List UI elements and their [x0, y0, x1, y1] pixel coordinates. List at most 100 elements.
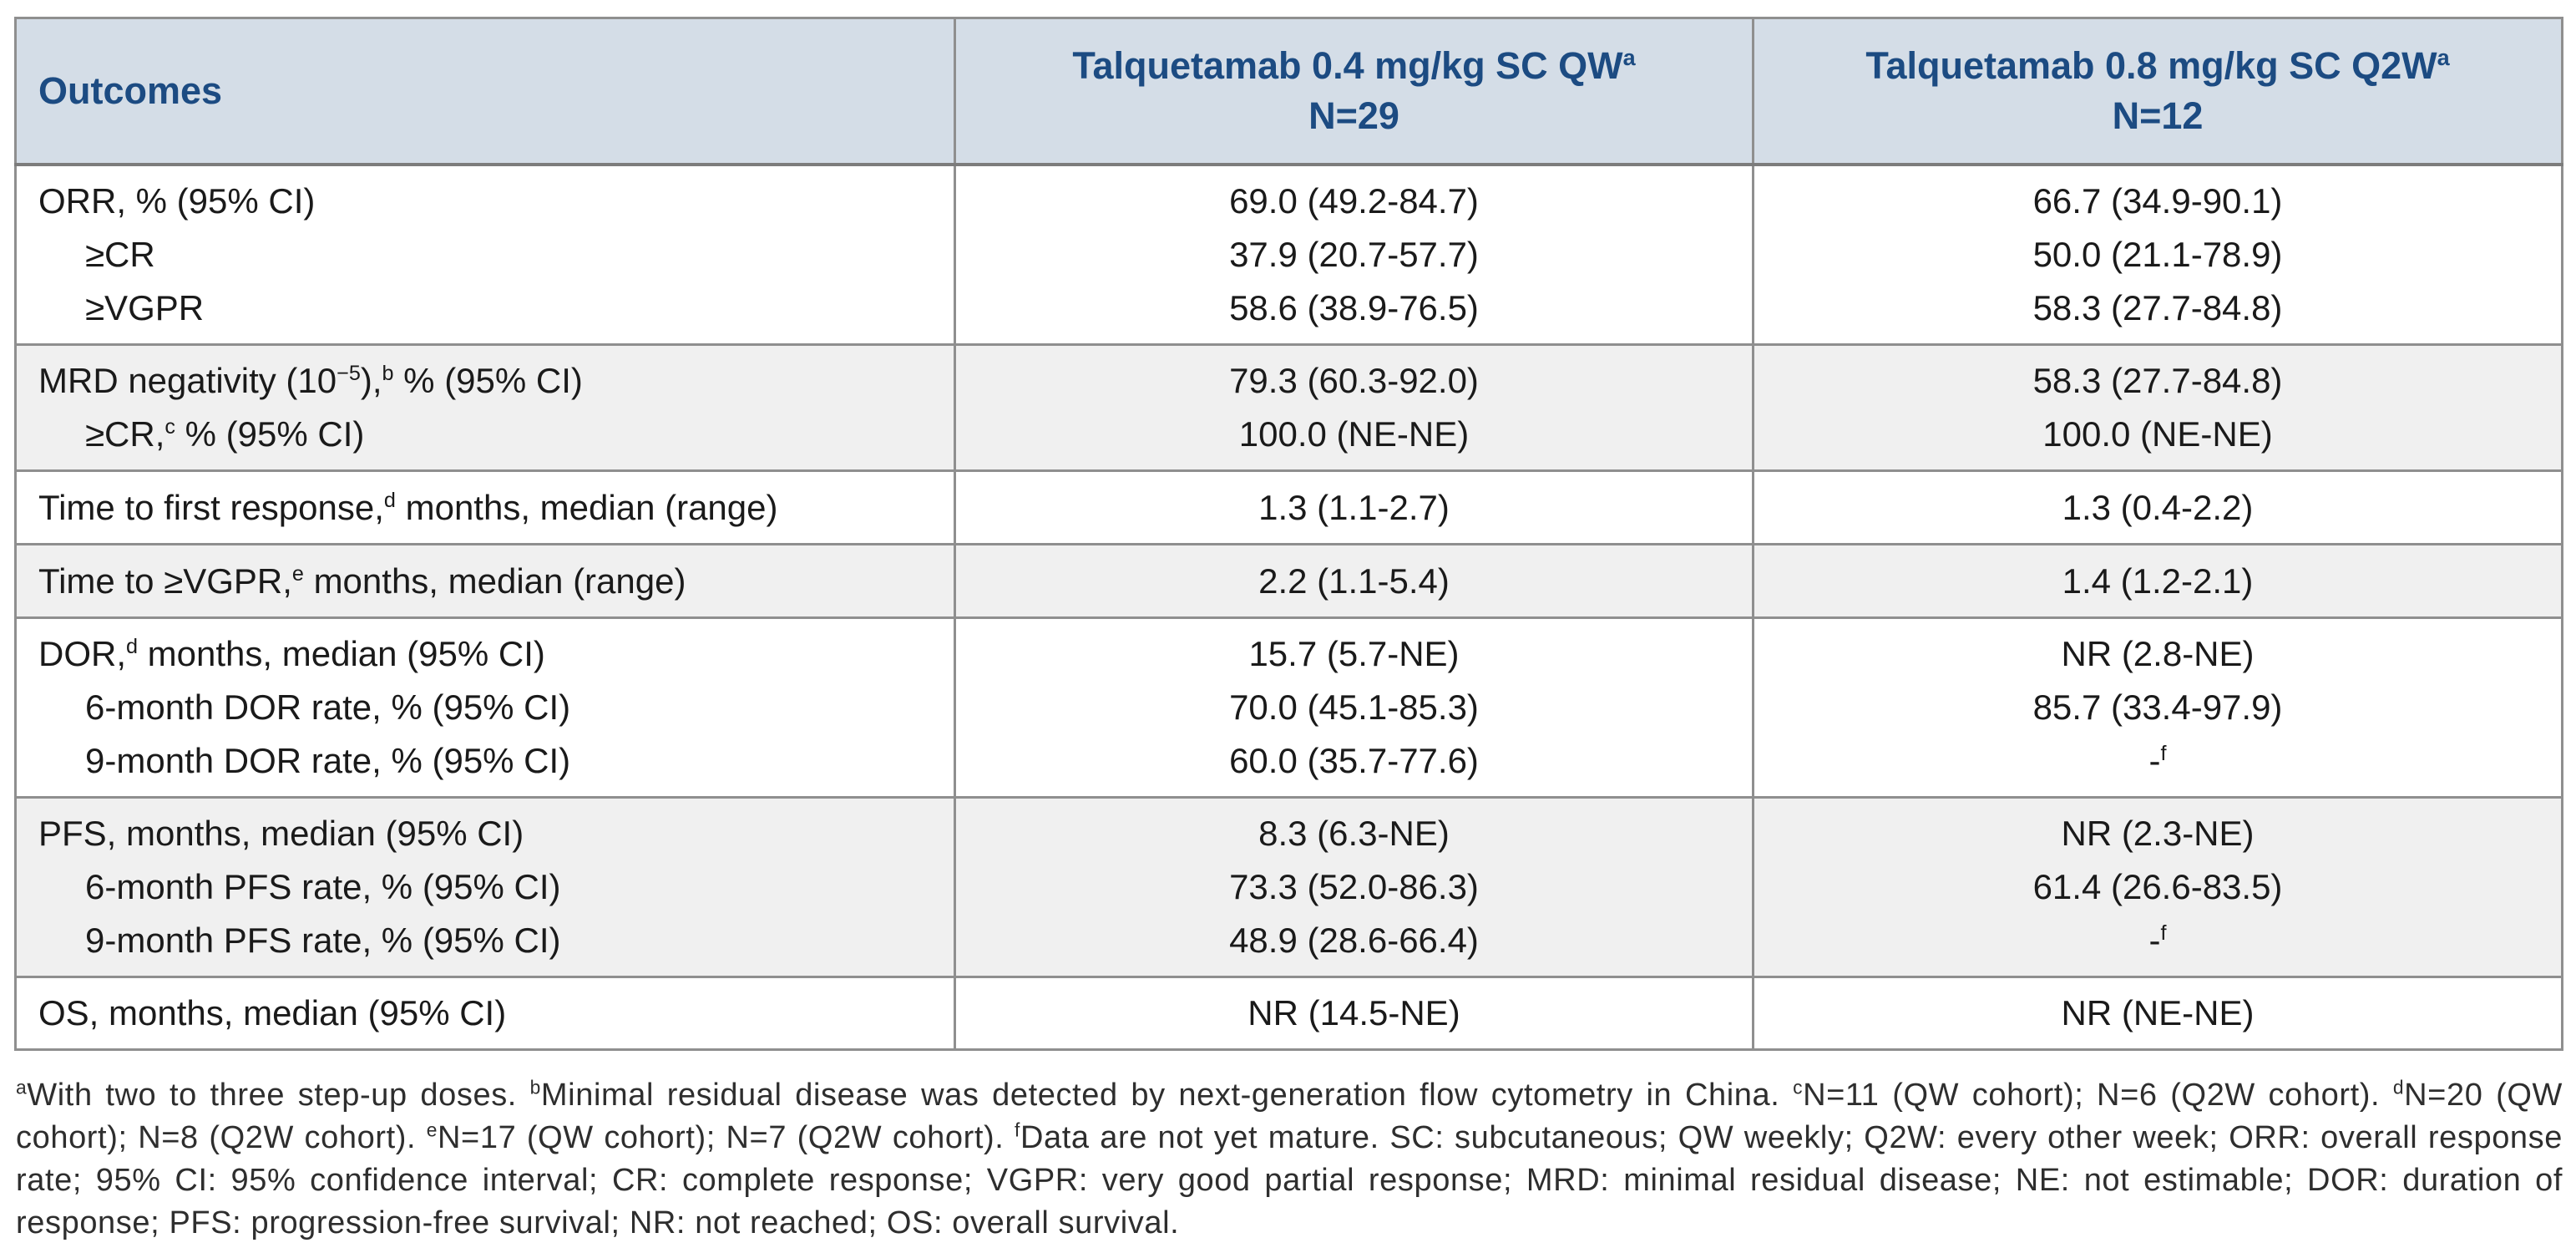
row-label-line: 6-month DOR rate, % (95% CI) [38, 681, 934, 734]
cell-value: 37.9 (20.7-57.7) [976, 228, 1732, 282]
value-text: 1.3 (0.4-2.2) [2062, 487, 2254, 527]
row-label-line: ≥CR [38, 228, 934, 282]
label-text: 9-month DOR rate, % (95% CI) [85, 741, 571, 780]
row-label-line: 9-month DOR rate, % (95% CI) [38, 734, 934, 788]
value-text: - [2148, 921, 2161, 960]
footnote-marker-e: e [426, 1119, 438, 1141]
cell-value: 1.3 (1.1-2.7) [976, 481, 1732, 535]
footnote-text: N=20 (QW cohort); N=8 (Q2W cohort). [16, 1078, 2563, 1155]
cell-value: 61.4 (26.6-83.5) [1774, 860, 2541, 914]
label-text: months, median (range) [395, 487, 778, 527]
ttfr-q2w-cell: 1.3 (0.4-2.2) [1752, 469, 2563, 545]
ttvgpr-label-cell: Time to ≥VGPR,e months, median (range) [14, 543, 956, 619]
footnote-marker-b: b [529, 1076, 541, 1098]
cell-value: -f [1774, 734, 2541, 788]
footnote-marker-c: c [164, 415, 175, 439]
row-label-line: PFS, months, median (95% CI) [38, 807, 934, 860]
footnote-text: N=17 (QW cohort); N=7 (Q2W cohort). [438, 1120, 1015, 1155]
label-text: Time to ≥VGPR, [38, 561, 292, 601]
row-label-line: ≥VGPR [38, 282, 934, 335]
cell-value: 1.3 (0.4-2.2) [1774, 481, 2541, 535]
cell-value: 79.3 (60.3-92.0) [976, 354, 1732, 408]
table-row-pfs: PFS, months, median (95% CI) 6-month PFS… [14, 796, 2563, 978]
value-text: - [2148, 741, 2161, 780]
label-text: ), [360, 361, 382, 400]
label-text: months, median (95% CI) [138, 634, 545, 673]
footnote-marker-d: d [2392, 1076, 2405, 1098]
q2w-header-text: Talquetamab 0.8 mg/kg SC Q2W [1865, 44, 2437, 87]
dor-label-cell: DOR,d months, median (95% CI) 6-month DO… [14, 616, 956, 799]
row-label-line: Time to first response,d months, median … [38, 481, 934, 535]
value-text: 50.0 (21.1-78.9) [2032, 235, 2283, 274]
row-label-line: MRD negativity (10−5),b % (95% CI) [38, 354, 934, 408]
footnote-marker-b: b [382, 362, 394, 385]
label-text: DOR, [38, 634, 126, 673]
row-label-line: ORR, % (95% CI) [38, 175, 934, 228]
dor-qw-cell: 15.7 (5.7-NE) 70.0 (45.1-85.3) 60.0 (35.… [954, 616, 1754, 799]
table-row-dor: DOR,d months, median (95% CI) 6-month DO… [14, 616, 2563, 799]
label-text: ≥CR, [85, 414, 165, 454]
value-text: 61.4 (26.6-83.5) [2032, 867, 2283, 906]
cell-value: 15.7 (5.7-NE) [976, 627, 1732, 681]
mrd-q2w-cell: 58.3 (27.7-84.8) 100.0 (NE-NE) [1752, 343, 2563, 472]
outcomes-table: Outcomes Talquetamab 0.4 mg/kg SC QWa N=… [14, 17, 2563, 1051]
label-text: OS, months, median (95% CI) [38, 993, 507, 1032]
label-text: % (95% CI) [393, 361, 583, 400]
row-label-line: 9-month PFS rate, % (95% CI) [38, 914, 934, 967]
value-text: 100.0 (NE-NE) [2042, 414, 2273, 454]
value-text: 15.7 (5.7-NE) [1248, 634, 1460, 673]
cell-value: 100.0 (NE-NE) [1774, 408, 2541, 461]
os-qw-cell: NR (14.5-NE) [954, 976, 1754, 1051]
value-text: 79.3 (60.3-92.0) [1229, 361, 1479, 400]
mrd-label-cell: MRD negativity (10−5),b % (95% CI) ≥CR,c… [14, 343, 956, 472]
cell-value: 58.6 (38.9-76.5) [976, 282, 1732, 335]
cell-value: 48.9 (28.6-66.4) [976, 914, 1732, 967]
footnote-marker-f: f [2160, 742, 2167, 765]
value-text: 48.9 (28.6-66.4) [1229, 921, 1479, 960]
cell-value: 58.3 (27.7-84.8) [1774, 282, 2541, 335]
os-q2w-cell: NR (NE-NE) [1752, 976, 2563, 1051]
label-text: 6-month DOR rate, % (95% CI) [85, 687, 571, 727]
table-row-mrd: MRD negativity (10−5),b % (95% CI) ≥CR,c… [14, 343, 2563, 472]
footnote-marker-a: a [2437, 45, 2450, 70]
pfs-q2w-cell: NR (2.3-NE) 61.4 (26.6-83.5) -f [1752, 796, 2563, 978]
value-text: 73.3 (52.0-86.3) [1229, 867, 1479, 906]
row-label-line: DOR,d months, median (95% CI) [38, 627, 934, 681]
value-text: 85.7 (33.4-97.9) [2032, 687, 2283, 727]
outcomes-header-label: Outcomes [38, 69, 223, 112]
ttvgpr-qw-cell: 2.2 (1.1-5.4) [954, 543, 1754, 619]
cell-value: -f [1774, 914, 2541, 967]
footnote-marker-a: a [16, 1076, 28, 1098]
label-text: ≥CR [85, 235, 155, 274]
cell-value: NR (2.8-NE) [1774, 627, 2541, 681]
label-text: months, median (range) [303, 561, 686, 601]
ttfr-label-cell: Time to first response,d months, median … [14, 469, 956, 545]
cell-value: 2.2 (1.1-5.4) [976, 555, 1732, 608]
ttfr-qw-cell: 1.3 (1.1-2.7) [954, 469, 1754, 545]
pfs-qw-cell: 8.3 (6.3-NE) 73.3 (52.0-86.3) 48.9 (28.6… [954, 796, 1754, 978]
footnote-marker-c: c [1793, 1076, 1804, 1098]
row-label-line: ≥CR,c % (95% CI) [38, 408, 934, 461]
q2w-header-n: N=12 [2112, 94, 2204, 137]
table-row-time-to-vgpr: Time to ≥VGPR,e months, median (range) 2… [14, 543, 2563, 619]
table-row-time-to-first-response: Time to first response,d months, median … [14, 469, 2563, 545]
cell-value: 1.4 (1.2-2.1) [1774, 555, 2541, 608]
value-text: 1.4 (1.2-2.1) [2062, 561, 2254, 601]
value-text: NR (2.8-NE) [2061, 634, 2255, 673]
footnote-text: N=11 (QW cohort); N=6 (Q2W cohort). [1803, 1078, 2393, 1113]
q2w-column-header: Talquetamab 0.8 mg/kg SC Q2Wa N=12 [1752, 17, 2563, 166]
table-body: ORR, % (95% CI) ≥CR ≥VGPR 69.0 (49.2-84.… [14, 163, 2563, 1051]
outcomes-header-cell: Outcomes [14, 17, 956, 166]
mrd-qw-cell: 79.3 (60.3-92.0) 100.0 (NE-NE) [954, 343, 1754, 472]
footnote-marker-d: d [126, 635, 139, 658]
row-label-line: 6-month PFS rate, % (95% CI) [38, 860, 934, 914]
value-text: 70.0 (45.1-85.3) [1229, 687, 1479, 727]
value-text: 100.0 (NE-NE) [1238, 414, 1470, 454]
table-row-os: OS, months, median (95% CI) NR (14.5-NE)… [14, 976, 2563, 1051]
footnote-text: With two to three step-up doses. [27, 1078, 530, 1113]
cell-value: NR (NE-NE) [1774, 987, 2541, 1040]
footnote-marker-a: a [1622, 45, 1636, 70]
label-text: 6-month PFS rate, % (95% CI) [85, 867, 561, 906]
orr-label-cell: ORR, % (95% CI) ≥CR ≥VGPR [14, 163, 956, 346]
